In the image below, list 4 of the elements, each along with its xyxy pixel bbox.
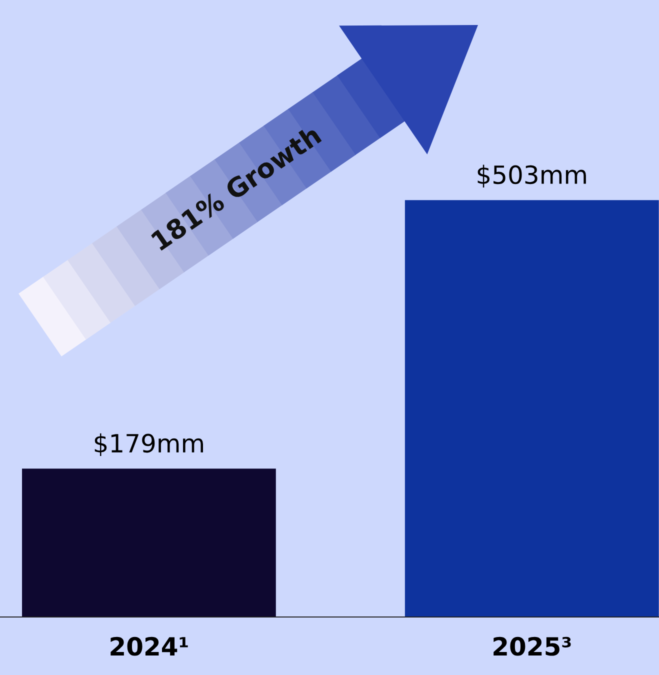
data-label: $503mm: [478, 164, 586, 188]
data-label: $179mm: [94, 433, 203, 456]
x-tick-label: 2025³: [494, 636, 571, 656]
x-tick-label: 2024¹: [110, 636, 188, 656]
